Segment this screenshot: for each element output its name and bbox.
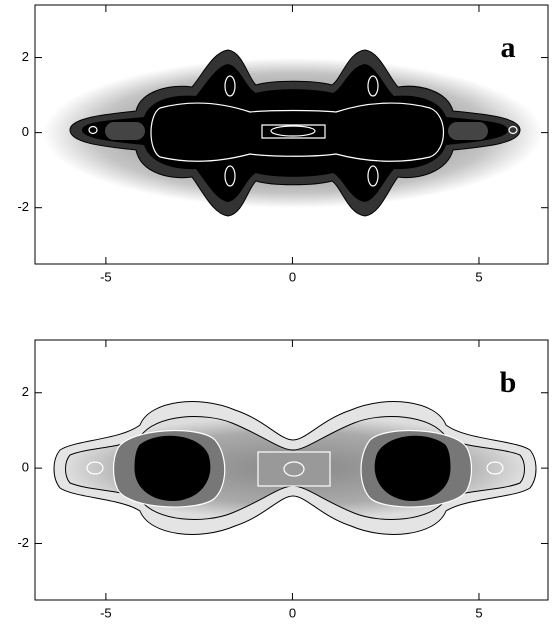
y-tick-label: 2 (22, 384, 29, 399)
x-tick-label: -5 (100, 605, 112, 620)
plot-frame (34, 339, 549, 601)
x-tick-label: 0 (289, 269, 296, 284)
x-tick-label: 5 (475, 605, 482, 620)
y-tick-label: 0 (22, 460, 29, 475)
x-tick-label: -5 (100, 269, 112, 284)
y-tick-label: 0 (22, 124, 29, 139)
x-tick-label: 5 (475, 269, 482, 284)
x-tick-label: 0 (289, 605, 296, 620)
y-tick-label: 2 (22, 49, 29, 64)
panel-label: a (501, 31, 516, 64)
density-a (43, 49, 543, 217)
y-tick-label: -2 (17, 535, 29, 550)
panel-label: b (500, 366, 517, 399)
density-b (53, 401, 537, 535)
plot-frame (34, 4, 549, 265)
y-tick-label: -2 (17, 199, 29, 214)
